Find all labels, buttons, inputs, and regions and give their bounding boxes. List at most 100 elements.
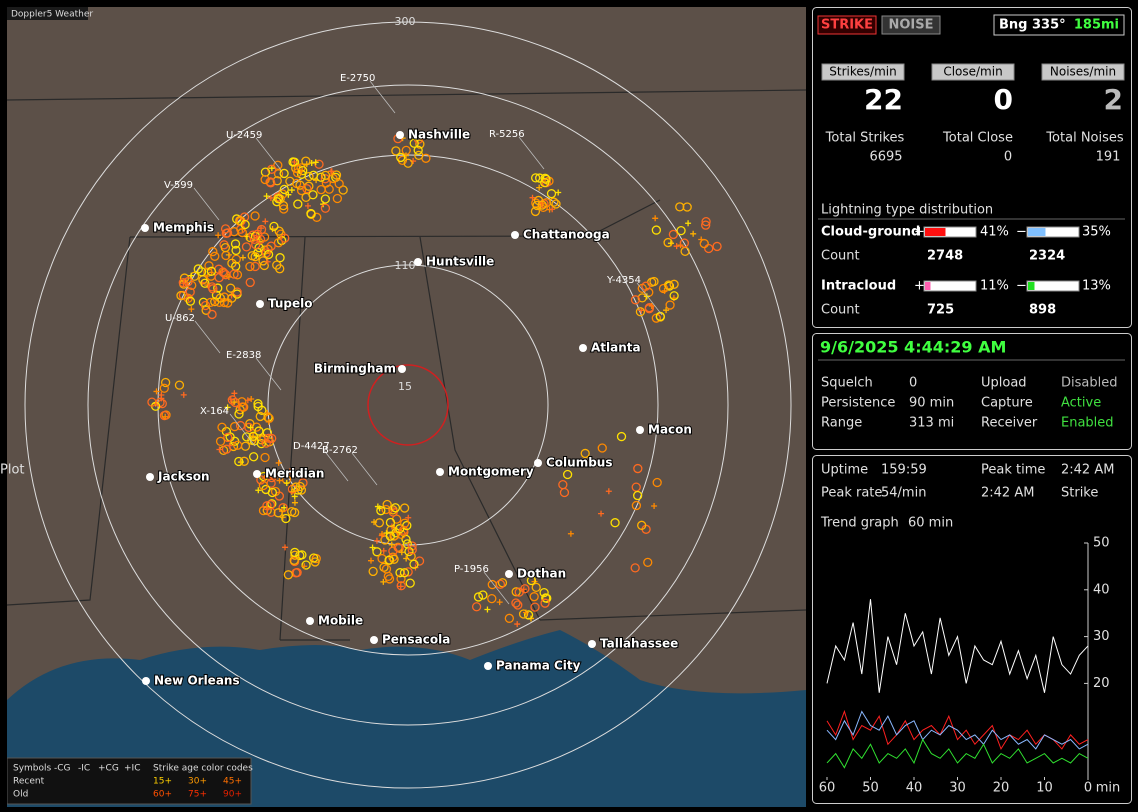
- setting: 0: [909, 376, 917, 391]
- strike-symbol: [504, 613, 514, 623]
- strike-symbol: [665, 300, 675, 310]
- bar-track: [923, 226, 977, 238]
- strike-symbol: [633, 490, 643, 501]
- strike-symbol: [251, 239, 261, 250]
- rate-label-box: [1041, 63, 1125, 81]
- strike-symbol: [273, 169, 284, 179]
- distribution-title: Lightning type distribution: [821, 203, 993, 218]
- strike-symbol: [261, 438, 271, 448]
- strike-symbol: [531, 582, 541, 593]
- strike-symbol: [302, 184, 312, 194]
- strike-symbol: [372, 547, 382, 557]
- strike-symbol: [264, 409, 271, 416]
- range-label: 110: [395, 259, 416, 272]
- strike-symbol: [210, 251, 220, 261]
- strike-symbol: [310, 557, 320, 567]
- legend-type: -IC: [78, 764, 90, 774]
- strike-symbol: [398, 549, 405, 556]
- storm-track: [518, 136, 545, 170]
- strike-symbol: [630, 295, 641, 305]
- strike-symbol: [247, 424, 254, 431]
- strike-symbol: [273, 194, 284, 204]
- strike-symbol: [259, 260, 269, 271]
- strike-symbol: [396, 152, 406, 163]
- strike-symbol: [380, 578, 387, 585]
- strike-symbol: [207, 309, 217, 320]
- strike-symbol: [261, 248, 271, 258]
- strike-symbol: [283, 480, 290, 487]
- strike-symbol: [669, 291, 679, 301]
- strike-symbol: [227, 395, 238, 405]
- strike-symbol: [241, 242, 252, 252]
- legend-symbols: Symbols: [13, 764, 52, 774]
- rate-label-box: [931, 63, 1015, 81]
- strike-symbol: [643, 557, 653, 568]
- storm-track: [229, 413, 256, 447]
- city-label: Memphis: [153, 221, 214, 235]
- strike-symbol: [248, 431, 258, 441]
- strike-symbol: [258, 225, 265, 232]
- strike-symbol: [673, 243, 680, 250]
- strike-symbol: [663, 237, 673, 248]
- strike-symbol: [406, 551, 416, 562]
- strike-symbol: [253, 252, 260, 259]
- strike-symbol: [180, 391, 187, 398]
- strike-symbol: [597, 443, 607, 453]
- percent: 11%: [980, 279, 1009, 294]
- strike-symbol: [399, 568, 410, 578]
- sign: +: [914, 279, 925, 294]
- strike-symbol: [188, 306, 195, 313]
- strike-symbol: [413, 145, 423, 155]
- strike-symbol: [377, 553, 387, 564]
- storm-track: [351, 452, 378, 486]
- strike-symbol: [274, 226, 284, 236]
- strike-symbol: [250, 433, 257, 440]
- strike-symbol: [487, 593, 497, 604]
- count-label: Count: [821, 303, 860, 318]
- strike-symbol: [250, 211, 260, 221]
- strike-button[interactable]: [817, 15, 877, 35]
- bar-track: [1026, 280, 1080, 292]
- strike-symbol: [529, 194, 536, 201]
- storm-id: E-2838: [226, 350, 261, 361]
- city-label: Columbus: [546, 456, 613, 470]
- strikes: [147, 134, 722, 628]
- strike-symbol: [679, 238, 689, 248]
- strike-button-label[interactable]: STRIKE: [821, 18, 873, 33]
- strike-symbol: [369, 544, 376, 551]
- percent: 13%: [1082, 279, 1111, 294]
- strike-symbol: [160, 377, 171, 388]
- strike-symbol: [303, 161, 310, 168]
- strike-symbol: [320, 194, 330, 204]
- strike-symbol: [213, 283, 223, 293]
- strike-symbol: [701, 220, 711, 230]
- strike-symbol: [293, 164, 303, 174]
- strike-symbol: [327, 168, 334, 175]
- x-tick-label: 0: [1084, 781, 1092, 796]
- x-axis-label: min: [1096, 781, 1121, 796]
- strike-symbol: [292, 168, 303, 178]
- noise-button-label[interactable]: NOISE: [888, 18, 933, 33]
- city-label: Dothan: [517, 567, 566, 581]
- strike-symbol: [227, 396, 234, 403]
- strike-symbol: [285, 191, 292, 198]
- city-label: Jackson: [157, 470, 210, 484]
- stats-panel: [812, 7, 1132, 328]
- map-title: Doppler5 Weather: [11, 10, 93, 20]
- noise-button[interactable]: [881, 15, 941, 35]
- city-dot: [484, 662, 492, 670]
- storm-track: [194, 320, 221, 354]
- storm-track: [255, 137, 282, 171]
- strike-symbol: [248, 396, 255, 403]
- strike-symbol: [266, 241, 276, 251]
- legend-age: 60+: [153, 790, 172, 800]
- rate-value: 2: [1104, 83, 1123, 116]
- strike-symbol: [541, 593, 551, 603]
- strike-symbol: [306, 208, 316, 219]
- strike-symbol: [205, 297, 216, 308]
- x-tick-label: 10: [1036, 781, 1053, 796]
- legend-row: Old: [13, 790, 28, 800]
- count-label: Count: [821, 249, 860, 264]
- strike-symbol: [701, 216, 711, 227]
